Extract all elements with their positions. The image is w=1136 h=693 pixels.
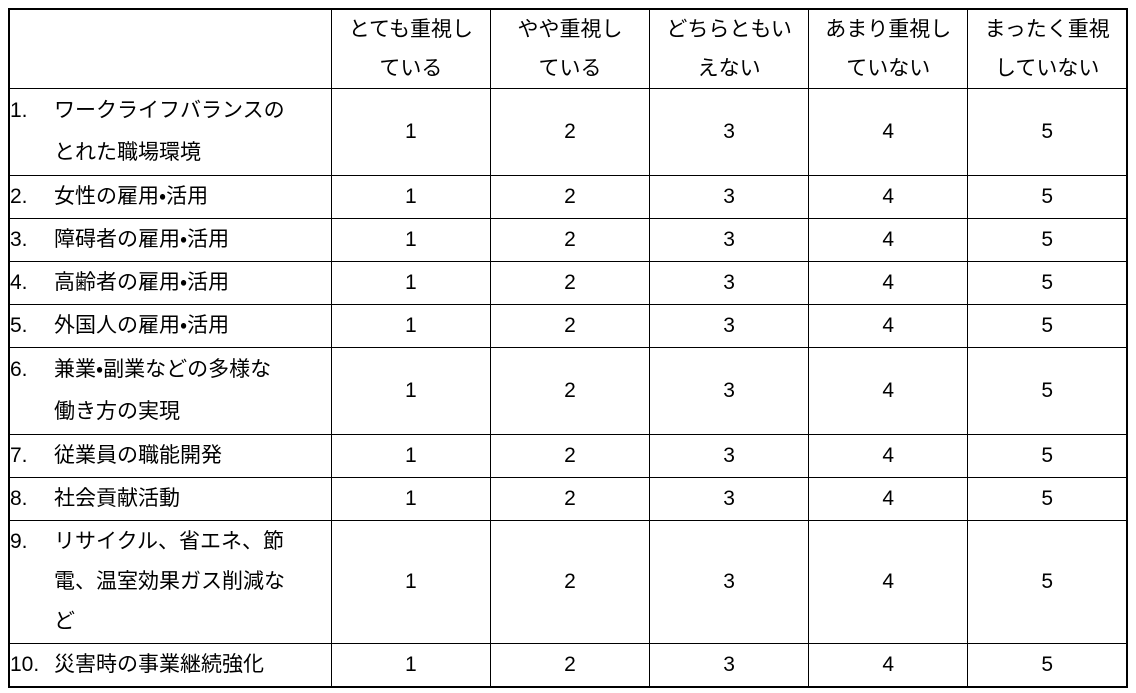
rating-cell: 3 xyxy=(649,88,810,176)
rating-cell: 1 xyxy=(330,477,491,521)
rating-cell: 2 xyxy=(489,643,651,688)
option-header-5: まったく重視 していない xyxy=(967,8,1128,89)
item-cell: 6. 兼業・副業などの多様な 働き方の実現 xyxy=(8,347,332,435)
table-row-4: 4. 高齢者の雇用・活用 1 2 3 4 5 xyxy=(8,261,1128,305)
item-cell: 10. 災害時の事業継続強化 xyxy=(8,643,332,688)
item-label: 女性の雇用・活用 xyxy=(54,185,209,208)
table-row-3: 3. 障碍者の雇用・活用 1 2 3 4 5 xyxy=(8,218,1128,262)
option-header-2: やや重視し ている xyxy=(489,8,651,89)
rating-cell: 2 xyxy=(489,520,651,644)
table-row-5: 5. 外国人の雇用・活用 1 2 3 4 5 xyxy=(8,304,1128,348)
item-label: 高齢者の雇用・活用 xyxy=(54,271,230,294)
rating-cell: 1 xyxy=(330,175,491,219)
rating-cell: 5 xyxy=(967,347,1128,435)
rating-cell: 2 xyxy=(489,477,651,521)
item-number: 4. xyxy=(10,271,28,294)
rating-cell: 5 xyxy=(967,88,1128,176)
item-label: 社会貢献活動 xyxy=(54,487,180,510)
table-row-6: 6. 兼業・副業などの多様な 働き方の実現 1 2 3 4 5 xyxy=(8,347,1128,435)
item-cell: 7. 従業員の職能開発 xyxy=(8,434,332,478)
item-cell: 3. 障碍者の雇用・活用 xyxy=(8,218,332,262)
rating-cell: 3 xyxy=(649,304,810,348)
corner-cell xyxy=(8,8,332,89)
rating-cell: 3 xyxy=(649,347,810,435)
item-label: 障碍者の雇用・活用 xyxy=(54,228,230,251)
table-row-10: 10. 災害時の事業継続強化 1 2 3 4 5 xyxy=(8,643,1128,688)
item-cell: 5. 外国人の雇用・活用 xyxy=(8,304,332,348)
item-label: リサイクル、省エネ、節 電、温室効果ガス削減な ど xyxy=(54,530,285,633)
rating-cell: 3 xyxy=(649,520,810,644)
rating-cell: 2 xyxy=(489,88,651,176)
rating-cell: 3 xyxy=(649,477,810,521)
item-label: 従業員の職能開発 xyxy=(54,444,222,467)
table-row-7: 7. 従業員の職能開発 1 2 3 4 5 xyxy=(8,434,1128,478)
item-cell: 8. 社会貢献活動 xyxy=(8,477,332,521)
table-row-9: 9. リサイクル、省エネ、節 電、温室効果ガス削減な ど 1 2 3 4 5 xyxy=(8,520,1128,644)
header-row: とても重視し ている やや重視し ている どちらともい えない あまり重視し て… xyxy=(8,8,1128,89)
item-number: 10. xyxy=(10,653,40,676)
item-cell: 4. 高齢者の雇用・活用 xyxy=(8,261,332,305)
rating-cell: 4 xyxy=(808,347,969,435)
rating-cell: 2 xyxy=(489,434,651,478)
rating-cell: 4 xyxy=(808,643,969,688)
rating-cell: 1 xyxy=(330,520,491,644)
rating-cell: 1 xyxy=(330,88,491,176)
option-header-1: とても重視し ている xyxy=(330,8,491,89)
rating-cell: 5 xyxy=(967,477,1128,521)
rating-cell: 2 xyxy=(489,347,651,435)
rating-cell: 4 xyxy=(808,520,969,644)
item-label: ワークライフバランスの とれた職場環境 xyxy=(54,99,285,164)
item-label: 災害時の事業継続強化 xyxy=(54,653,264,676)
rating-cell: 4 xyxy=(808,434,969,478)
rating-cell: 5 xyxy=(967,643,1128,688)
item-number: 2. xyxy=(10,185,28,208)
table-row-2: 2. 女性の雇用・活用 1 2 3 4 5 xyxy=(8,175,1128,219)
rating-cell: 5 xyxy=(967,434,1128,478)
item-label: 外国人の雇用・活用 xyxy=(54,314,230,337)
item-cell: 1. ワークライフバランスの とれた職場環境 xyxy=(8,88,332,176)
rating-cell: 5 xyxy=(967,520,1128,644)
rating-cell: 2 xyxy=(489,304,651,348)
item-number: 3. xyxy=(10,228,28,251)
rating-cell: 3 xyxy=(649,643,810,688)
item-number: 8. xyxy=(10,487,28,510)
rating-cell: 2 xyxy=(489,261,651,305)
rating-cell: 5 xyxy=(967,175,1128,219)
rating-cell: 1 xyxy=(330,218,491,262)
rating-cell: 4 xyxy=(808,261,969,305)
item-cell: 9. リサイクル、省エネ、節 電、温室効果ガス削減な ど xyxy=(8,520,332,644)
option-header-3: どちらともい えない xyxy=(649,8,810,89)
rating-cell: 1 xyxy=(330,643,491,688)
rating-cell: 4 xyxy=(808,175,969,219)
item-number: 1. xyxy=(10,99,28,122)
rating-cell: 5 xyxy=(967,218,1128,262)
rating-cell: 2 xyxy=(489,218,651,262)
item-number: 6. xyxy=(10,358,28,381)
rating-cell: 4 xyxy=(808,88,969,176)
rating-cell: 4 xyxy=(808,304,969,348)
importance-survey-table: とても重視し ている やや重視し ている どちらともい えない あまり重視し て… xyxy=(8,8,1128,688)
rating-cell: 1 xyxy=(330,434,491,478)
item-number: 7. xyxy=(10,444,28,467)
rating-cell: 1 xyxy=(330,261,491,305)
rating-cell: 5 xyxy=(967,261,1128,305)
rating-cell: 3 xyxy=(649,175,810,219)
rating-cell: 3 xyxy=(649,434,810,478)
rating-cell: 1 xyxy=(330,347,491,435)
item-number: 9. xyxy=(10,530,28,553)
option-header-4: あまり重視し ていない xyxy=(808,8,969,89)
item-number: 5. xyxy=(10,314,28,337)
item-label: 兼業・副業などの多様な 働き方の実現 xyxy=(54,358,272,423)
table-row-8: 8. 社会貢献活動 1 2 3 4 5 xyxy=(8,477,1128,521)
rating-cell: 4 xyxy=(808,477,969,521)
rating-cell: 3 xyxy=(649,218,810,262)
item-cell: 2. 女性の雇用・活用 xyxy=(8,175,332,219)
rating-cell: 1 xyxy=(330,304,491,348)
rating-cell: 3 xyxy=(649,261,810,305)
table-row-1: 1. ワークライフバランスの とれた職場環境 1 2 3 4 5 xyxy=(8,88,1128,176)
rating-cell: 4 xyxy=(808,218,969,262)
rating-cell: 2 xyxy=(489,175,651,219)
rating-cell: 5 xyxy=(967,304,1128,348)
